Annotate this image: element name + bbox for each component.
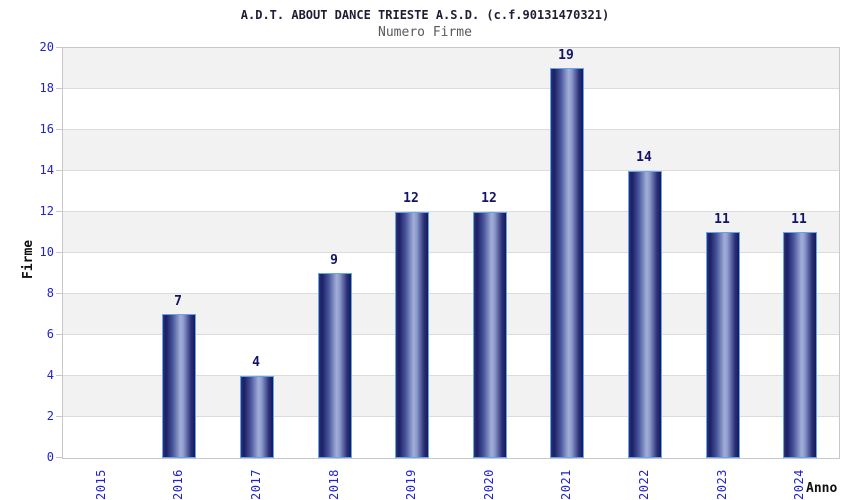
y-tick-label: 8 — [46, 286, 54, 300]
y-tick-mark — [56, 293, 62, 294]
y-tick-label: 4 — [46, 368, 54, 382]
y-tick-label: 10 — [39, 245, 54, 259]
bar-2018 — [318, 273, 352, 458]
gridline — [63, 293, 839, 294]
bar-value-2024: 11 — [791, 212, 807, 227]
gridline — [63, 211, 839, 212]
y-tick-label: 0 — [46, 450, 54, 464]
bar-2022 — [628, 171, 662, 458]
y-tick-mark — [56, 457, 62, 458]
y-tick-mark — [56, 375, 62, 376]
bar-value-2018: 9 — [330, 253, 338, 268]
x-tick-label-2019: 2019 — [404, 469, 418, 500]
bar-value-2017: 4 — [252, 355, 260, 370]
bar-value-2022: 14 — [636, 150, 652, 165]
y-tick-mark — [56, 88, 62, 89]
y-tick-label: 2 — [46, 409, 54, 423]
bar-value-2020: 12 — [481, 191, 497, 206]
bar-2017 — [240, 376, 274, 458]
bar-value-2019: 12 — [403, 191, 419, 206]
y-tick-label: 6 — [46, 327, 54, 341]
y-tick-label: 12 — [39, 204, 54, 218]
x-tick-label-2017: 2017 — [249, 469, 263, 500]
plot-area — [62, 47, 840, 459]
y-tick-mark — [56, 416, 62, 417]
chart-title: A.D.T. ABOUT DANCE TRIESTE A.S.D. (c.f.9… — [240, 8, 610, 22]
plot-band — [63, 130, 839, 171]
x-tick-label-2020: 2020 — [482, 469, 496, 500]
gridline — [63, 170, 839, 171]
bar-2019 — [395, 212, 429, 458]
x-tick-label-2024: 2024 — [792, 469, 806, 500]
y-tick-mark — [56, 334, 62, 335]
y-tick-mark — [56, 252, 62, 253]
bar-2016 — [162, 314, 196, 458]
x-tick-label-2023: 2023 — [715, 469, 729, 500]
gridline — [63, 252, 839, 253]
gridline — [63, 129, 839, 130]
chart-subtitle: Numero Firme — [378, 25, 472, 40]
x-tick-label-2016: 2016 — [171, 469, 185, 500]
gridline — [63, 416, 839, 417]
x-tick-label-2021: 2021 — [559, 469, 573, 500]
y-tick-label: 16 — [39, 122, 54, 136]
y-tick-mark — [56, 47, 62, 48]
bar-2024 — [783, 232, 817, 458]
y-tick-mark — [56, 211, 62, 212]
y-tick-label: 14 — [39, 163, 54, 177]
x-axis-title: Anno — [806, 481, 838, 496]
bar-value-2021: 19 — [558, 48, 574, 63]
plot-band — [63, 48, 839, 89]
y-tick-label: 18 — [39, 81, 54, 95]
bar-value-2016: 7 — [174, 294, 182, 309]
bar-2020 — [473, 212, 507, 458]
bar-value-2023: 11 — [714, 212, 730, 227]
y-tick-mark — [56, 170, 62, 171]
gridline — [63, 334, 839, 335]
y-tick-label: 20 — [39, 40, 54, 54]
y-tick-mark — [56, 129, 62, 130]
x-tick-label-2015: 2015 — [94, 469, 108, 500]
gridline — [63, 88, 839, 89]
bar-2021 — [550, 68, 584, 458]
gridline — [63, 375, 839, 376]
x-tick-label-2018: 2018 — [327, 469, 341, 500]
bar-2023 — [706, 232, 740, 458]
x-tick-label-2022: 2022 — [637, 469, 651, 500]
